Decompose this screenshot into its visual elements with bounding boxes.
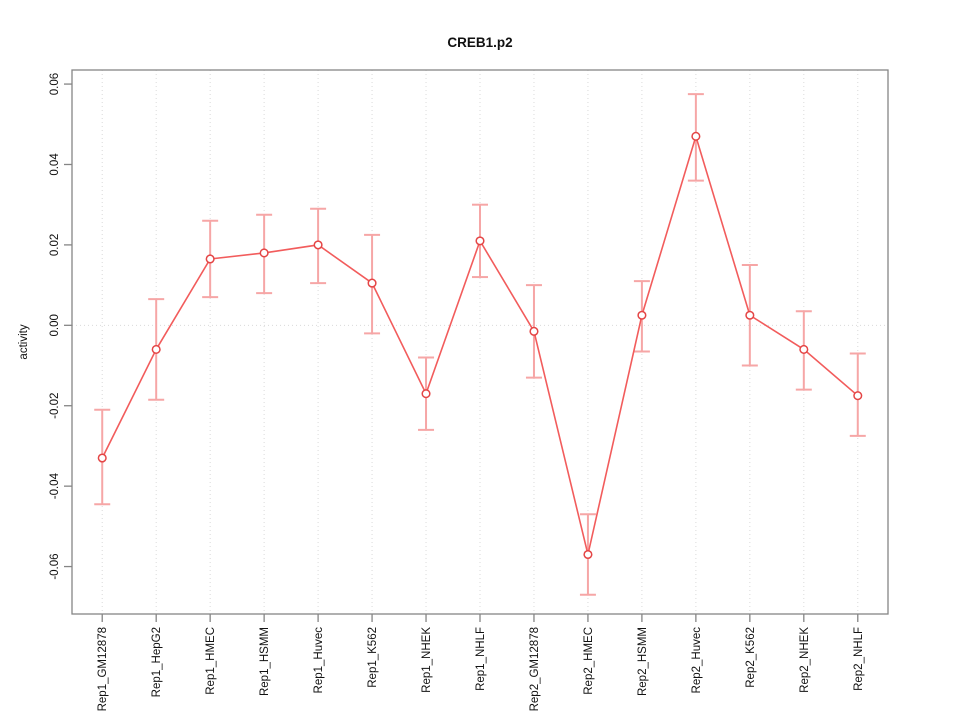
chart-title: CREB1.p2 [447,35,512,50]
y-tick-label: -0.02 [49,393,61,419]
x-tick-label: Rep1_NHEK [421,627,433,693]
data-point [637,310,647,320]
data-point [853,391,863,401]
data-point [421,389,431,399]
data-point [583,549,593,560]
x-tick-label: Rep2_NHLF [853,627,865,691]
data-point [205,254,215,264]
x-tick-label: Rep1_HSMM [259,627,271,696]
y-tick-label: 0.04 [49,153,61,176]
x-tick-label: Rep1_HMEC [205,627,217,695]
data-point [475,236,485,246]
x-tick-label: Rep2_HSMM [637,627,649,696]
data-point [367,278,377,288]
x-tick-label: Rep2_K562 [745,627,757,688]
x-tick-label: Rep1_NHLF [475,627,487,691]
x-tick-label: Rep2_Huvec [691,627,703,694]
y-tick-label: -0.06 [49,553,61,579]
x-tick-label: Rep2_HMEC [583,627,595,695]
y-axis-label: activity [18,324,30,359]
series-line [101,133,859,555]
x-tick-label: Rep2_GM12878 [529,627,541,711]
data-point [259,248,269,258]
x-tick-label: Rep1_GM12878 [97,627,109,711]
data-point [151,344,161,354]
data-point [745,310,755,320]
y-tick-label: 0.00 [49,314,61,336]
x-tick-label: Rep2_NHEK [799,627,811,693]
data-point [97,453,107,463]
data-point [529,326,539,336]
data-point [313,240,323,250]
x-tick-label: Rep1_K562 [367,627,379,688]
x-tick-label: Rep1_Huvec [313,627,325,694]
x-tick-label: Rep1_HepG2 [151,627,163,697]
data-point [691,131,701,141]
y-tick-label: 0.06 [49,73,61,95]
y-tick-label: -0.04 [49,472,61,499]
data-point [799,344,809,354]
y-tick-label: 0.02 [49,234,61,256]
